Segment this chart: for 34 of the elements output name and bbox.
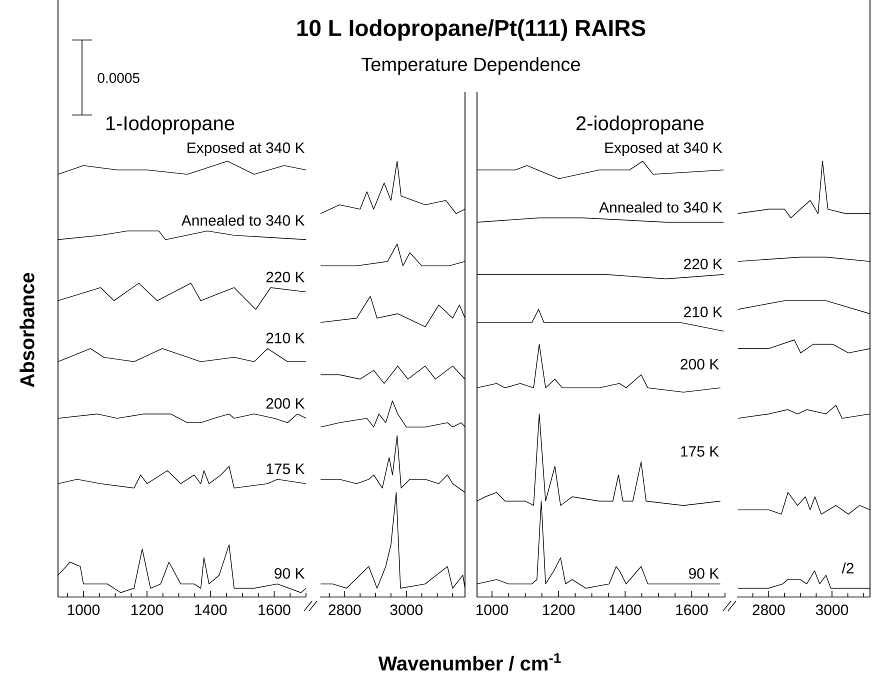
series-label: 210 K: [266, 332, 305, 344]
text: 0.0005: [98, 73, 140, 83]
series-label: 220 K: [266, 272, 305, 282]
text: 1-Iodopropane: [106, 116, 234, 134]
text: 10 L Iodopropane/Pt(111) RAIRS: [297, 19, 646, 41]
annotation: /2: [842, 562, 854, 574]
series-label: Annealed to 340 K: [181, 214, 305, 226]
x-tick-label: 1200: [131, 604, 164, 616]
series-label: 200 K: [266, 398, 305, 409]
y-axis-title: Absorbance: [20, 272, 34, 388]
text: 175 K: [681, 446, 719, 457]
x-tick-label: 3000: [816, 604, 848, 616]
x-axis-title: Wavenumber / cm$^{-1}$: [378, 653, 561, 671]
x-tick-label: 1400: [195, 604, 227, 616]
x-tick-label: 1600: [676, 604, 708, 616]
series-label: 90 K: [688, 568, 719, 579]
series-label: Annealed to 340 K: [599, 202, 722, 213]
series-label: Exposed at 340 K: [188, 142, 305, 156]
series-label: 175 K: [266, 464, 305, 474]
series-label: Exposed at 340 K: [605, 142, 722, 156]
x-tick-label: 3000: [390, 604, 422, 616]
x-tick-label: 1600: [258, 604, 290, 616]
text: 2-iodopropane: [576, 116, 704, 134]
x-tick-label: 1000: [68, 604, 100, 616]
x-tick-label: 1200: [543, 604, 575, 616]
series-label: 220 K: [684, 258, 722, 270]
x-tick-label: 1400: [610, 604, 642, 616]
series-label: 90 K: [274, 568, 305, 579]
series-label: 200 K: [680, 358, 719, 370]
x-tick-label: 2800: [328, 604, 361, 616]
x-tick-label: 2800: [752, 604, 785, 616]
text: Temperature Dependence: [362, 57, 580, 75]
series-label: 210 K: [684, 306, 722, 318]
x-tick-label: 1000: [476, 604, 508, 616]
